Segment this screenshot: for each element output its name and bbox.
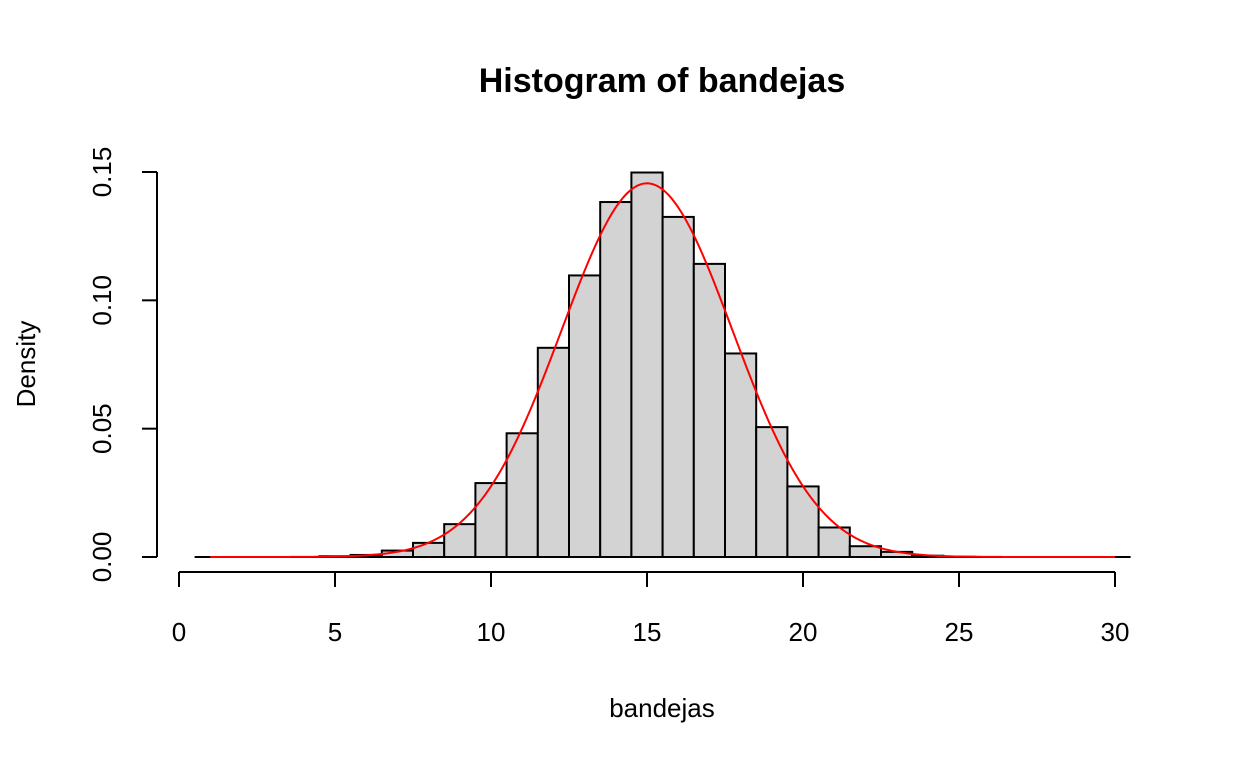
histogram-bar bbox=[474, 482, 508, 558]
x-axis-label: bandejas bbox=[609, 693, 715, 723]
histogram-bar bbox=[786, 485, 820, 558]
histogram-bar bbox=[692, 262, 726, 558]
histogram-bar bbox=[817, 526, 851, 559]
x-tick-label: 15 bbox=[633, 617, 662, 647]
x-tick-label: 5 bbox=[328, 617, 342, 647]
density-curve bbox=[210, 182, 1115, 558]
histogram-bar bbox=[599, 201, 633, 558]
x-axis-ticks: 0 5 10 15 20 25 30 bbox=[172, 572, 1130, 647]
histogram-bar bbox=[848, 545, 882, 558]
x-tick-label: 10 bbox=[477, 617, 506, 647]
y-axis-label: Density bbox=[11, 321, 41, 408]
y-tick-label: 0.00 bbox=[87, 532, 117, 583]
histogram-bars bbox=[194, 171, 1131, 559]
x-tick-label: 25 bbox=[945, 617, 974, 647]
chart-title: Histogram of bandejas bbox=[479, 62, 846, 100]
y-axis-ticks: 0.00 0.05 0.10 0.15 bbox=[87, 147, 157, 583]
y-tick-label: 0.10 bbox=[87, 275, 117, 326]
x-tick-label: 30 bbox=[1101, 617, 1130, 647]
histogram-bar bbox=[412, 541, 446, 559]
y-tick-label: 0.15 bbox=[87, 147, 117, 198]
x-tick-label: 0 bbox=[172, 617, 186, 647]
histogram-bar bbox=[724, 352, 758, 559]
histogram-bar bbox=[661, 215, 695, 559]
histogram-bar bbox=[505, 432, 539, 558]
histogram-bar bbox=[755, 426, 789, 559]
histogram-bar bbox=[630, 171, 664, 558]
y-tick-label: 0.05 bbox=[87, 403, 117, 454]
histogram-bar bbox=[568, 274, 602, 558]
x-tick-label: 20 bbox=[789, 617, 818, 647]
histogram-bar bbox=[443, 523, 477, 558]
